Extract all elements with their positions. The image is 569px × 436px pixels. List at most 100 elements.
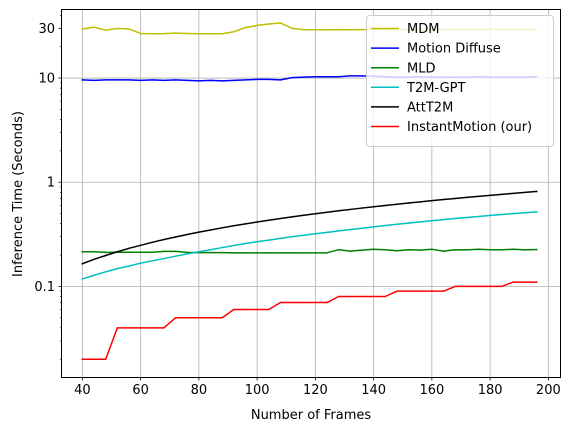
data-point-attt2m — [93, 258, 95, 261]
data-point-mld — [104, 251, 107, 254]
data-point-attt2m — [81, 262, 84, 265]
data-point-attt2m — [186, 233, 188, 236]
data-point-attt2m — [477, 195, 480, 198]
data-point-t2m-gpt — [326, 231, 328, 234]
data-point-mld — [139, 251, 142, 253]
data-point-mdm — [116, 27, 119, 30]
axis-ticks: 40 60 80 100 120 140 160 180 200 0.1 1 10 30 — [34, 15, 561, 398]
data-point-mdm — [244, 26, 247, 29]
y-tick-label: 30 — [38, 22, 55, 37]
data-point-mdm — [326, 29, 328, 31]
data-point-t2m-gpt — [454, 217, 456, 220]
data-point-t2m-gpt — [535, 211, 538, 213]
data-point-instantmotion-our — [407, 290, 410, 292]
data-point-motion-diffuse — [349, 75, 352, 77]
data-point-mdm — [256, 24, 258, 27]
data-point-t2m-gpt — [337, 230, 340, 232]
x-tick-label: 140 — [361, 383, 386, 398]
data-point-instantmotion-our — [337, 295, 340, 298]
data-point-motion-diffuse — [186, 79, 188, 82]
data-point-mld — [326, 252, 328, 254]
data-point-instantmotion-our — [268, 308, 270, 311]
data-point-attt2m — [128, 247, 130, 250]
data-point-mld — [221, 251, 223, 254]
legend: MDM Motion Diffuse MLD T2M-GPT AttT2M Instant… — [366, 15, 554, 147]
data-point-motion-diffuse — [128, 79, 130, 81]
data-point-t2m-gpt — [314, 233, 317, 235]
data-point-attt2m — [361, 207, 363, 209]
data-point-t2m-gpt — [524, 211, 526, 214]
data-point-attt2m — [524, 191, 526, 194]
data-point-t2m-gpt — [116, 267, 119, 270]
data-point-motion-diffuse — [81, 79, 84, 81]
data-point-mdm — [104, 29, 107, 31]
x-axis-title: Number of Frames — [251, 408, 372, 423]
data-point-attt2m — [209, 229, 212, 231]
data-point-attt2m — [151, 241, 154, 244]
data-point-instantmotion-our — [349, 295, 352, 298]
legend-label: AttT2M — [407, 101, 453, 116]
data-point-motion-diffuse — [268, 78, 270, 81]
data-point-attt2m — [349, 208, 352, 211]
data-point-mld — [209, 251, 212, 254]
data-point-instantmotion-our — [396, 290, 398, 292]
data-point-t2m-gpt — [244, 242, 247, 245]
data-point-mld — [396, 249, 398, 252]
legend-label: MLD — [407, 61, 435, 76]
data-point-attt2m — [337, 210, 340, 212]
data-point-instantmotion-our — [326, 301, 328, 304]
data-point-mld — [535, 248, 538, 251]
y-axis-title: Inference Time (Seconds) — [11, 111, 26, 277]
data-point-mdm — [151, 33, 154, 35]
data-point-mdm — [81, 28, 84, 30]
data-point-instantmotion-our — [256, 308, 258, 311]
data-point-motion-diffuse — [256, 78, 258, 81]
data-point-t2m-gpt — [81, 278, 84, 280]
data-point-instantmotion-our — [489, 285, 491, 288]
x-tick-label: 160 — [419, 383, 444, 398]
data-point-instantmotion-our — [314, 301, 317, 304]
data-point-attt2m — [454, 197, 456, 200]
data-point-t2m-gpt — [489, 214, 491, 217]
data-point-attt2m — [419, 201, 421, 203]
data-point-instantmotion-our — [477, 285, 480, 288]
data-point-instantmotion-our — [372, 295, 375, 298]
x-tick-label: 40 — [74, 383, 91, 398]
data-point-instantmotion-our — [104, 358, 107, 360]
data-point-attt2m — [116, 251, 119, 253]
data-point-attt2m — [291, 216, 293, 218]
data-point-mdm — [349, 28, 352, 31]
data-point-instantmotion-our — [454, 285, 456, 288]
data-point-mdm — [209, 33, 212, 35]
data-point-instantmotion-our — [419, 290, 421, 292]
data-point-t2m-gpt — [128, 265, 130, 267]
data-point-t2m-gpt — [466, 216, 468, 219]
y-tick-label: 0.1 — [34, 280, 55, 295]
data-point-mld — [407, 248, 410, 251]
data-point-attt2m — [396, 203, 398, 205]
data-point-instantmotion-our — [535, 281, 538, 283]
data-point-t2m-gpt — [396, 223, 398, 226]
data-point-attt2m — [163, 238, 165, 241]
data-point-mld — [268, 252, 270, 254]
data-point-mdm — [139, 32, 142, 35]
data-point-t2m-gpt — [268, 239, 270, 241]
data-point-mld — [372, 248, 375, 251]
data-point-instantmotion-our — [431, 290, 433, 292]
data-point-attt2m — [221, 227, 223, 229]
x-tick-label: 180 — [478, 383, 503, 398]
data-point-mdm — [314, 28, 317, 31]
data-point-motion-diffuse — [233, 79, 235, 82]
data-point-t2m-gpt — [174, 255, 177, 257]
data-point-t2m-gpt — [302, 234, 305, 236]
data-point-instantmotion-our — [279, 301, 282, 304]
data-point-instantmotion-our — [442, 290, 445, 292]
data-point-instantmotion-our — [302, 301, 305, 304]
data-point-t2m-gpt — [198, 251, 200, 253]
x-tick-label: 100 — [245, 383, 270, 398]
data-point-attt2m — [501, 193, 503, 196]
data-point-instantmotion-our — [116, 327, 119, 329]
data-point-t2m-gpt — [372, 226, 375, 228]
legend-label: Motion Diffuse — [407, 42, 501, 57]
data-point-mdm — [163, 32, 165, 35]
